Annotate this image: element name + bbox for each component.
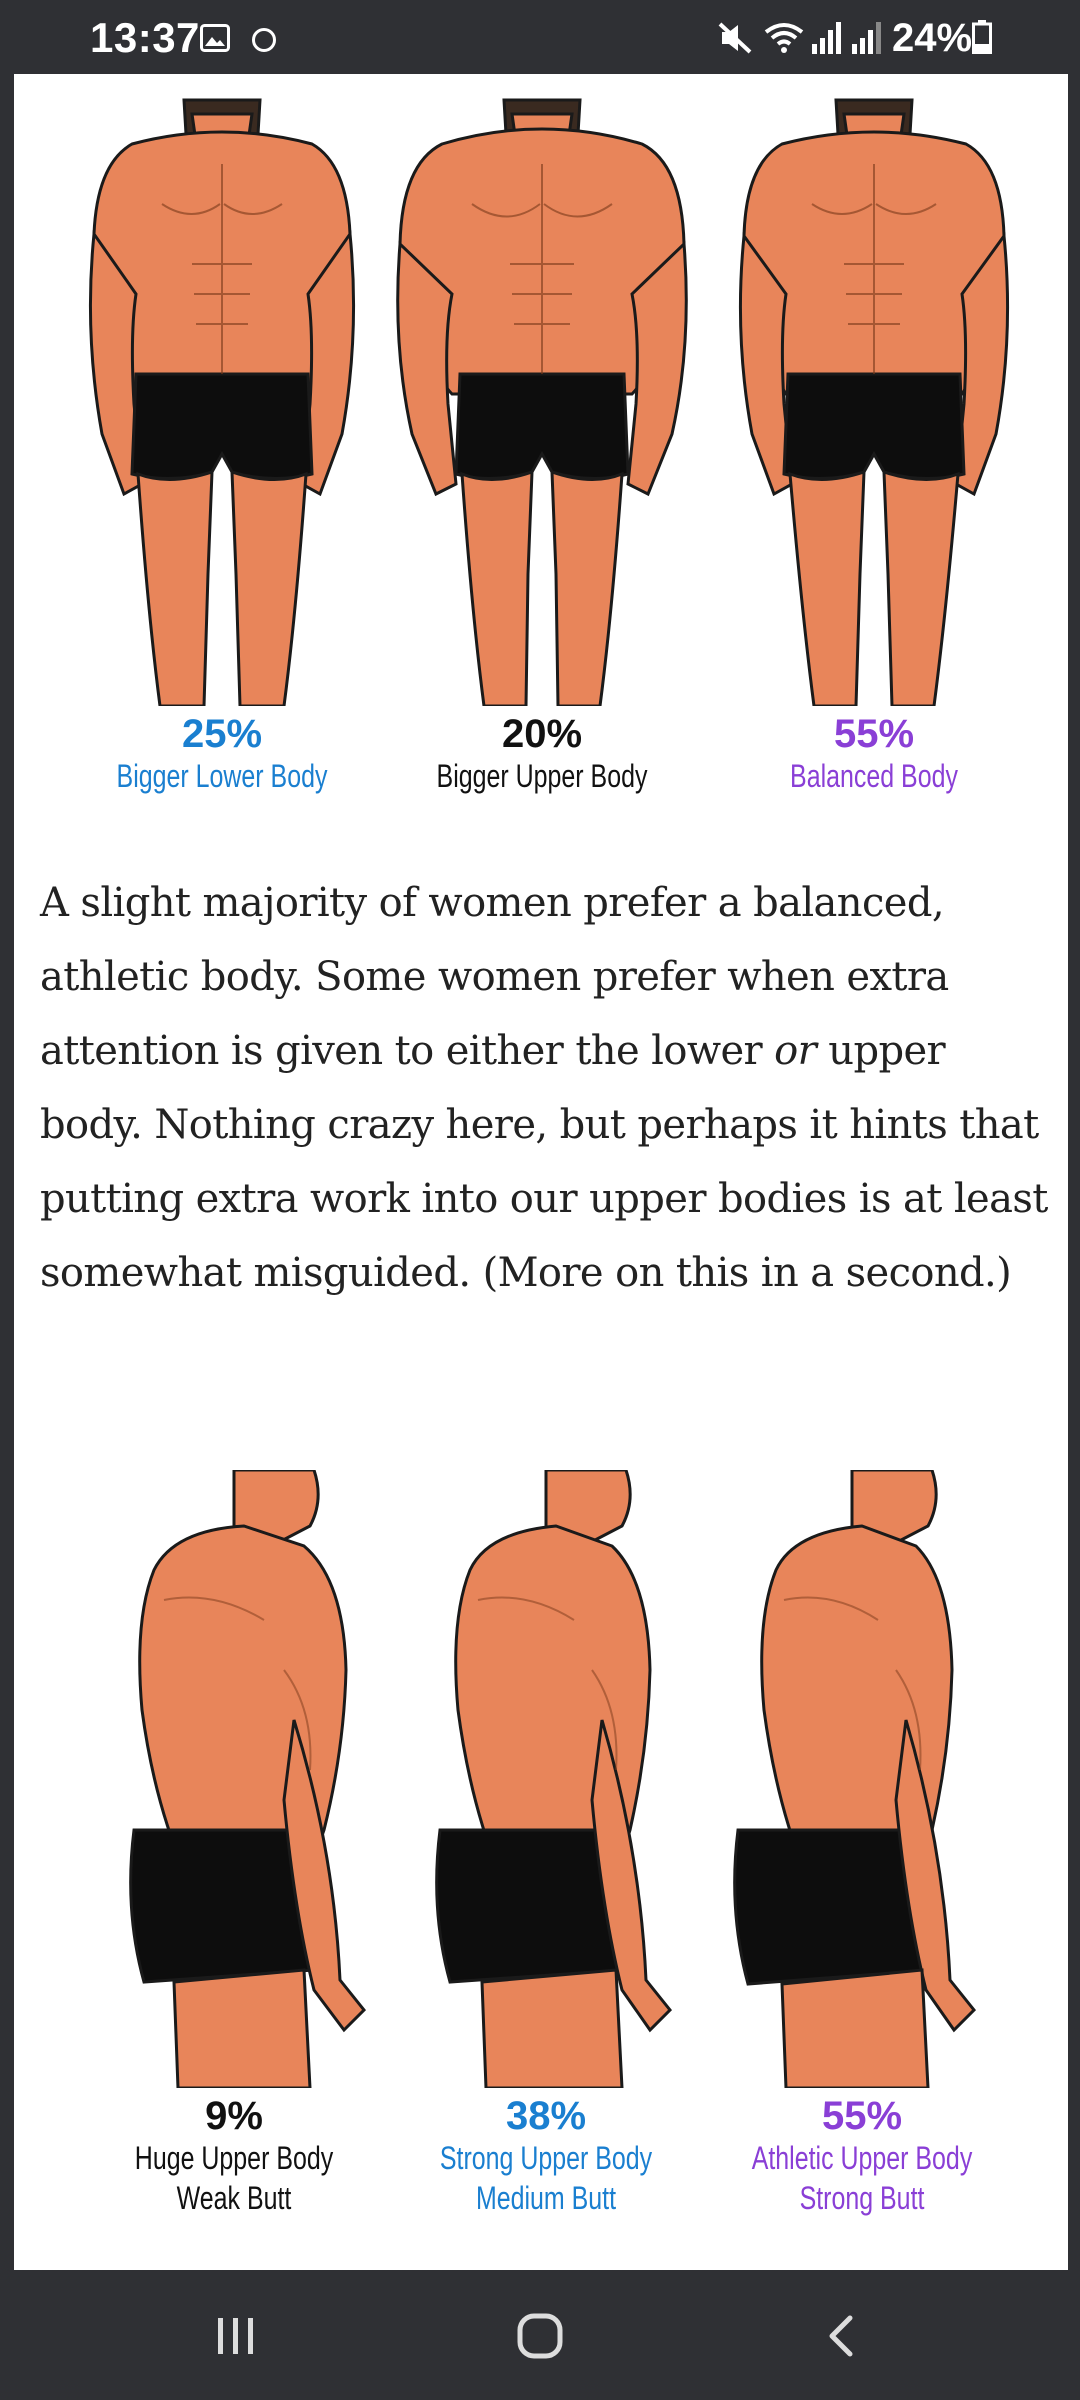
caption-label: Strong Butt [799, 2180, 925, 2216]
signal-icon [852, 22, 881, 54]
caption-label: Weak Butt [176, 2180, 292, 2216]
caption-front-2: 55% Balanced Body [724, 712, 1024, 796]
caption-label: Bigger Upper Body [436, 758, 648, 794]
paragraph-text: upper body. Nothing crazy here, but perh… [40, 1028, 1048, 1296]
article-page: 25% Bigger Lower Body 20% Bigger Upper B… [14, 74, 1068, 2270]
caption-percent: 9% [205, 2094, 263, 2138]
status-time: 13:37 [90, 14, 200, 61]
article-paragraph: A slight majority of women prefer a bala… [40, 866, 1050, 1310]
paragraph-text: A slight majority of women prefer a bala… [40, 880, 949, 1074]
caption-label: Medium Butt [475, 2180, 617, 2216]
front-figure-balanced [724, 74, 1024, 706]
caption-front-0: 25% Bigger Lower Body [72, 712, 372, 796]
circle-icon [252, 28, 276, 52]
mute-icon [718, 22, 752, 54]
front-figure-lower [72, 74, 372, 706]
caption-label: Balanced Body [790, 758, 958, 794]
caption-percent: 55% [821, 2094, 903, 2138]
caption-percent: 38% [505, 2094, 587, 2138]
caption-front-1: 20% Bigger Upper Body [392, 712, 692, 796]
caption-percent: 20% [501, 712, 583, 756]
figure-front-row: 25% Bigger Lower Body 20% Bigger Upper B… [14, 74, 1068, 814]
gallery-icon [200, 24, 230, 52]
recent-apps-icon[interactable] [206, 2306, 266, 2366]
side-figure-athletic-upper [732, 1470, 1012, 2088]
wifi-icon [764, 23, 804, 53]
paragraph-emphasis: or [774, 1028, 817, 1074]
caption-side-0: 9% Huge Upper Body Weak Butt [74, 2094, 394, 2218]
side-figure-strong-upper [426, 1470, 706, 2088]
front-figure-upper [392, 74, 692, 706]
navigation-bar [0, 2270, 1080, 2400]
side-figure-huge-upper [114, 1470, 394, 2088]
caption-side-1: 38% Strong Upper Body Medium Butt [386, 2094, 706, 2218]
caption-percent: 25% [181, 712, 263, 756]
caption-side-2: 55% Athletic Upper Body Strong Butt [702, 2094, 1022, 2218]
caption-label: Strong Upper Body [439, 2140, 653, 2176]
figure-side-row: 9% Huge Upper Body Weak Butt 38% Strong … [14, 1470, 1068, 2270]
status-bar: 13:37 24% [0, 0, 1080, 74]
caption-label: Athletic Upper Body [751, 2140, 973, 2176]
caption-percent: 55% [833, 712, 915, 756]
battery-text: 24% [892, 16, 973, 60]
caption-label: Huge Upper Body [134, 2140, 334, 2176]
back-icon[interactable] [812, 2306, 872, 2366]
home-icon[interactable] [510, 2306, 570, 2366]
signal-icon [812, 22, 841, 54]
battery-icon [972, 20, 992, 54]
caption-label: Bigger Lower Body [116, 758, 328, 794]
